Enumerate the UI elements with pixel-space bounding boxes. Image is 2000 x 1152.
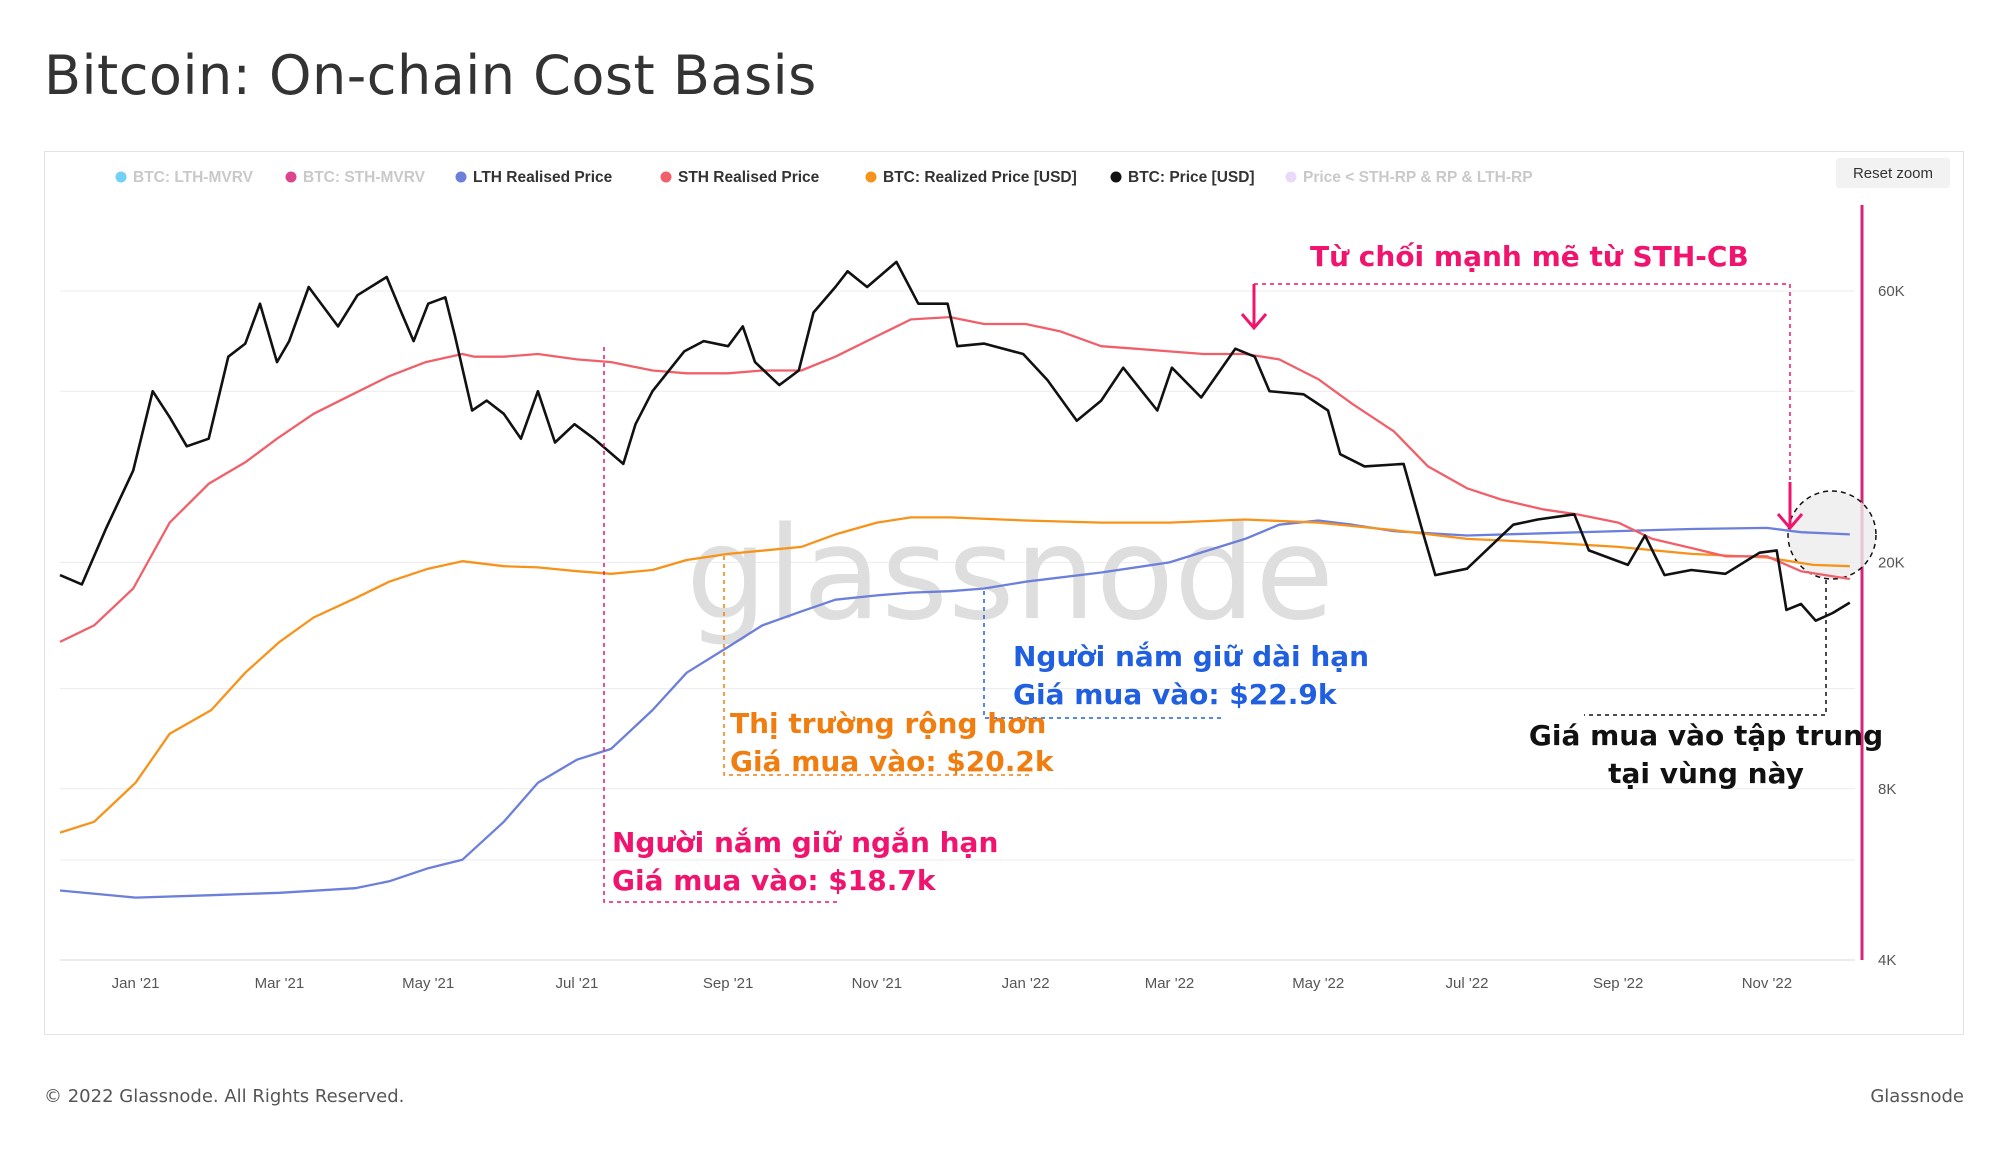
x-axis: Jan '21 Mar '21 May '21 Jul '21 Sep '21 Nov '… <box>112 975 1792 992</box>
legend-item[interactable]: LTH Realised Price <box>455 169 613 186</box>
x-tick-label: Nov '21 <box>852 975 902 992</box>
legend-marker <box>1285 171 1297 183</box>
annotation-lth-price: Giá mua vào: $22.9k <box>1013 678 1338 711</box>
annotation-sth-price: Giá mua vào: $18.7k <box>612 864 937 897</box>
concentration-guide <box>1584 580 1827 716</box>
footer-brand: Glassnode <box>1870 1086 1964 1107</box>
legend-label: BTC: LTH-MVRV <box>133 169 254 186</box>
legend-marker <box>865 171 877 183</box>
legend-item[interactable]: BTC: Realized Price [USD] <box>865 169 1077 186</box>
y-tick-label: 8K <box>1878 781 1896 798</box>
legend-marker <box>115 171 127 183</box>
annotation-concentration-1: Giá mua vào tập trung <box>1529 719 1883 752</box>
legend: BTC: LTH-MVRV BTC: STH-MVRV LTH Realised P… <box>115 169 1533 186</box>
chart-frame <box>44 151 1964 1035</box>
y-tick-label: 4K <box>1878 952 1896 969</box>
legend-item[interactable]: BTC: LTH-MVRV <box>115 169 254 186</box>
x-tick-label: Jan '22 <box>1002 975 1050 992</box>
legend-marker <box>285 171 297 183</box>
annotation-market-title: Thị trường rộng hơn <box>730 707 1046 740</box>
rejection-arrow-2 <box>1776 482 1804 531</box>
x-tick-label: Jul '22 <box>1446 975 1489 992</box>
x-tick-label: Sep '22 <box>1593 975 1643 992</box>
x-tick-label: Nov '22 <box>1742 975 1792 992</box>
legend-label: BTC: Price [USD] <box>1128 169 1255 186</box>
reset-zoom-button[interactable]: Reset zoom <box>1836 158 1950 188</box>
series-layer <box>59 260 1851 899</box>
x-tick-label: Mar '21 <box>255 975 305 992</box>
sth-guide <box>603 347 840 903</box>
annotation-concentration-2: tại vùng này <box>1608 757 1804 790</box>
legend-label: BTC: STH-MVRV <box>303 169 426 186</box>
series-line-lth-realised-price <box>59 519 1850 899</box>
annotation-market-price: Giá mua vào: $20.2k <box>730 745 1055 778</box>
y-tick-label: 20K <box>1878 554 1905 571</box>
x-tick-label: Jul '21 <box>556 975 599 992</box>
highlight-zone-circle <box>1787 490 1877 580</box>
annotation-lth-title: Người nắm giữ dài hạn <box>1013 640 1369 673</box>
legend-label: STH Realised Price <box>678 169 820 186</box>
x-tick-label: May '21 <box>402 975 454 992</box>
series-line-btc-price-usd <box>59 260 1851 622</box>
x-tick-label: Jan '21 <box>112 975 160 992</box>
legend-label: Price < STH-RP & RP & LTH-RP <box>1303 169 1533 186</box>
watermark: glassnode <box>686 500 1334 649</box>
series-line-btc-realized-price-usd <box>59 516 1850 834</box>
x-tick-label: Mar '22 <box>1145 975 1195 992</box>
y-axis: 60K 20K 8K 4K <box>1878 283 1905 969</box>
x-tick-label: Sep '21 <box>703 975 753 992</box>
legend-item[interactable]: BTC: Price [USD] <box>1110 169 1255 186</box>
x-tick-label: May '22 <box>1292 975 1344 992</box>
annotation-sth-rejection: Từ chối mạnh mẽ từ STH-CB <box>1310 240 1749 273</box>
sth-rejection-bracket <box>1254 283 1791 510</box>
annotation-guides <box>603 283 1827 903</box>
annotation-sth-title: Người nắm giữ ngắn hạn <box>612 826 998 859</box>
realized-guide <box>723 556 1030 776</box>
legend-item[interactable]: STH Realised Price <box>660 169 820 186</box>
page-title: Bitcoin: On-chain Cost Basis <box>44 44 817 107</box>
legend-marker <box>1110 171 1122 183</box>
series-line-sth-realised-price <box>59 315 1850 643</box>
legend-label: BTC: Realized Price [USD] <box>883 169 1077 186</box>
legend-item[interactable]: BTC: STH-MVRV <box>285 169 426 186</box>
footer-copyright: © 2022 Glassnode. All Rights Reserved. <box>44 1086 405 1107</box>
rejection-arrow-1 <box>1240 284 1268 331</box>
legend-marker <box>455 171 467 183</box>
legend-label: LTH Realised Price <box>473 169 613 186</box>
legend-item[interactable]: Price < STH-RP & RP & LTH-RP <box>1285 169 1533 186</box>
y-tick-label: 60K <box>1878 283 1905 300</box>
legend-marker <box>660 171 672 183</box>
lth-guide <box>983 591 1222 719</box>
